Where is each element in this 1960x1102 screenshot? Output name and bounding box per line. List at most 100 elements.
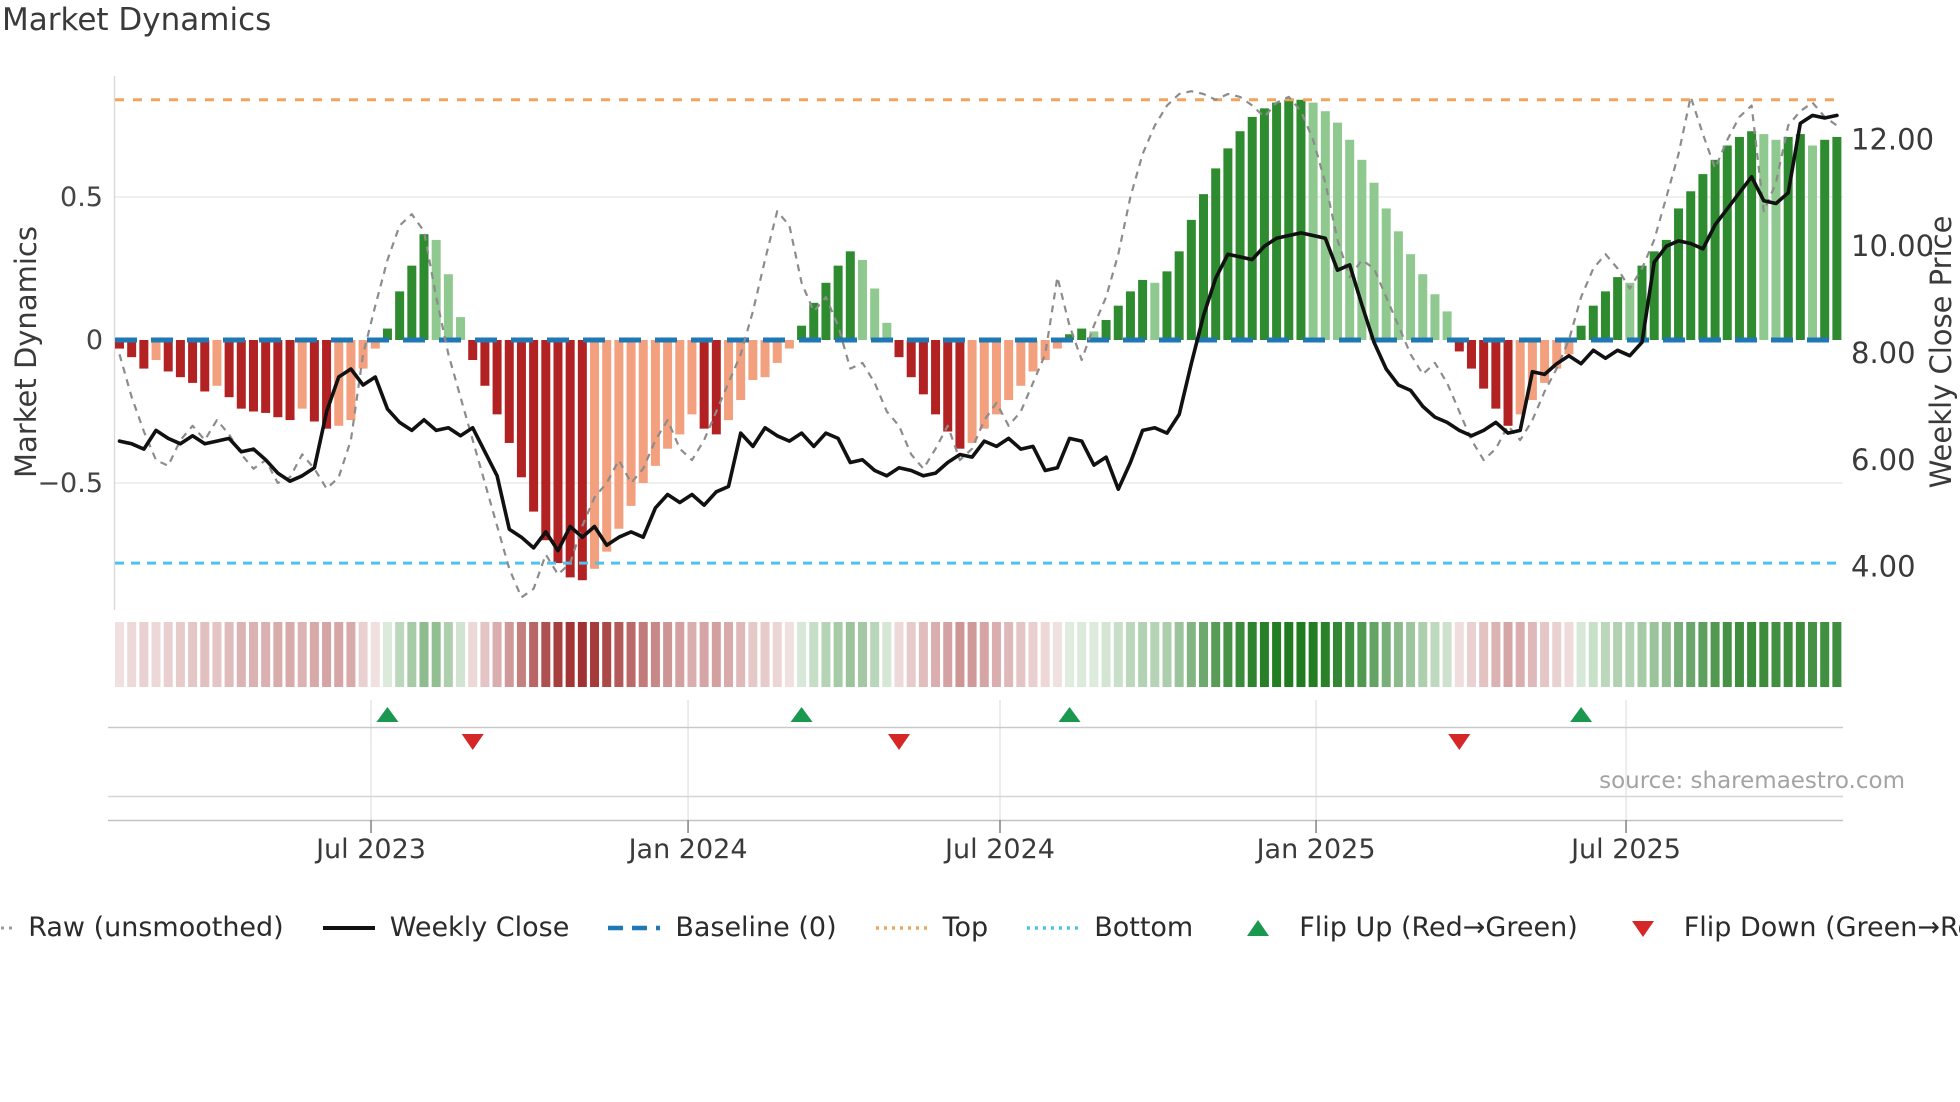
dynamics-bar (1089, 331, 1099, 340)
dynamics-bar (1552, 340, 1562, 369)
dynamics-bar (1259, 108, 1269, 340)
heatmap-cell (1369, 622, 1379, 687)
heatmap-cell (188, 622, 198, 687)
heatmap-cell (687, 622, 697, 687)
legend-item-close: Weekly Close (320, 912, 569, 943)
heatmap-cell (1162, 622, 1172, 687)
right-tick-label: 8.00 (1851, 336, 1916, 370)
dynamics-bar (687, 340, 697, 415)
heatmap-cell (334, 622, 344, 687)
heatmap-cell (1320, 622, 1330, 687)
right-tick-label: 12.00 (1851, 122, 1934, 156)
heatmap-cell (431, 622, 441, 687)
heatmap-cell (1686, 622, 1696, 687)
dynamics-bar (1186, 219, 1196, 340)
dynamics-bar (1052, 340, 1062, 349)
dynamics-bar (1406, 254, 1416, 340)
heatmap-cell (395, 622, 405, 687)
dynamics-bar (565, 340, 575, 578)
heatmap-cell (1576, 622, 1586, 687)
heatmap-cell (1771, 622, 1781, 687)
dynamics-bar (577, 340, 587, 581)
heatmap-cell (1113, 622, 1123, 687)
heatmap-cell (1808, 622, 1818, 687)
heatmap-cell (1649, 622, 1659, 687)
dynamics-bar (894, 340, 904, 358)
dynamics-bar (1479, 340, 1489, 389)
dynamics-bar (175, 340, 185, 378)
dynamics-bar (1795, 134, 1805, 340)
heatmap-cell (1540, 622, 1550, 687)
heatmap-cell (1284, 622, 1294, 687)
dynamics-bar (236, 340, 246, 409)
dynamics-bar (115, 340, 124, 349)
dynamics-bar (711, 340, 721, 435)
dynamics-bar (1369, 182, 1379, 340)
legend-swatch-top (875, 925, 928, 930)
dynamics-bar (151, 340, 161, 361)
dynamics-bar (748, 340, 758, 381)
dynamics-bar (991, 340, 1001, 415)
dynamics-bar (1272, 102, 1282, 341)
dynamics-bar (1357, 159, 1367, 340)
dynamics-bar (516, 340, 526, 478)
heatmap-cell (407, 622, 417, 687)
heatmap-cell (1223, 622, 1233, 687)
dynamics-bar (309, 340, 319, 422)
heatmap-cell (1211, 622, 1221, 687)
dynamics-bar (784, 340, 794, 349)
dynamics-bar (346, 340, 356, 421)
x-tick-label: Jul 2024 (943, 834, 1055, 865)
dynamics-bar (553, 340, 563, 564)
flip-up-marker (376, 707, 399, 722)
dynamics-bar (480, 340, 490, 386)
legend-label: Flip Down (Green→Red) (1683, 912, 1960, 943)
dynamics-bar (212, 340, 222, 386)
legend-swatch-raw (0, 926, 14, 929)
heatmap-cell (1089, 622, 1099, 687)
heatmap-cell (724, 622, 733, 687)
heatmap-cell (1199, 622, 1209, 687)
heatmap-cell (760, 622, 770, 687)
heatmap-cell (1820, 622, 1830, 687)
heatmap-cell (139, 622, 149, 687)
heatmap-cell (967, 622, 977, 687)
dynamics-bar (870, 288, 880, 340)
dynamics-bar (334, 340, 344, 426)
heatmap-cell (1150, 622, 1160, 687)
heatmap-cell (1259, 622, 1269, 687)
heatmap-cell (370, 622, 380, 687)
heatmap-cell (1564, 622, 1574, 687)
legend-item-top: Top (873, 912, 988, 943)
heatmap-cell (931, 622, 941, 687)
heatmap-cell (358, 622, 368, 687)
heatmap-cell (1698, 622, 1708, 687)
x-tick-label: Jan 2024 (627, 834, 748, 865)
left-tick-label: 0.5 (60, 182, 103, 213)
dynamics-bar (760, 340, 770, 378)
flip-up-marker (1570, 707, 1593, 722)
dynamics-bar (1065, 334, 1075, 340)
dynamics-bar (967, 340, 977, 443)
heatmap-cell (1479, 622, 1489, 687)
heatmap-cell (261, 622, 271, 687)
heatmap-cell (1588, 622, 1598, 687)
heatmap-cell (1125, 622, 1135, 687)
heatmap-cell (504, 622, 514, 687)
legend-label: Bottom (1094, 912, 1194, 943)
heatmap-cell (918, 622, 928, 687)
heatmap-cell (857, 622, 867, 687)
dynamics-bar (419, 234, 429, 340)
heatmap-cell (590, 622, 600, 687)
dynamics-bar (1345, 139, 1355, 340)
heatmap-cell (845, 622, 855, 687)
heatmap-cell (943, 622, 953, 687)
x-tick-label: Jul 2023 (314, 834, 426, 865)
dynamics-bar (931, 340, 941, 415)
heatmap-cell (1077, 622, 1087, 687)
heatmap-cell (906, 622, 916, 687)
dynamics-bar (468, 340, 478, 361)
dynamics-bar (1832, 136, 1842, 340)
dynamics-bar (1564, 340, 1574, 355)
legend-swatch-close (322, 925, 375, 930)
